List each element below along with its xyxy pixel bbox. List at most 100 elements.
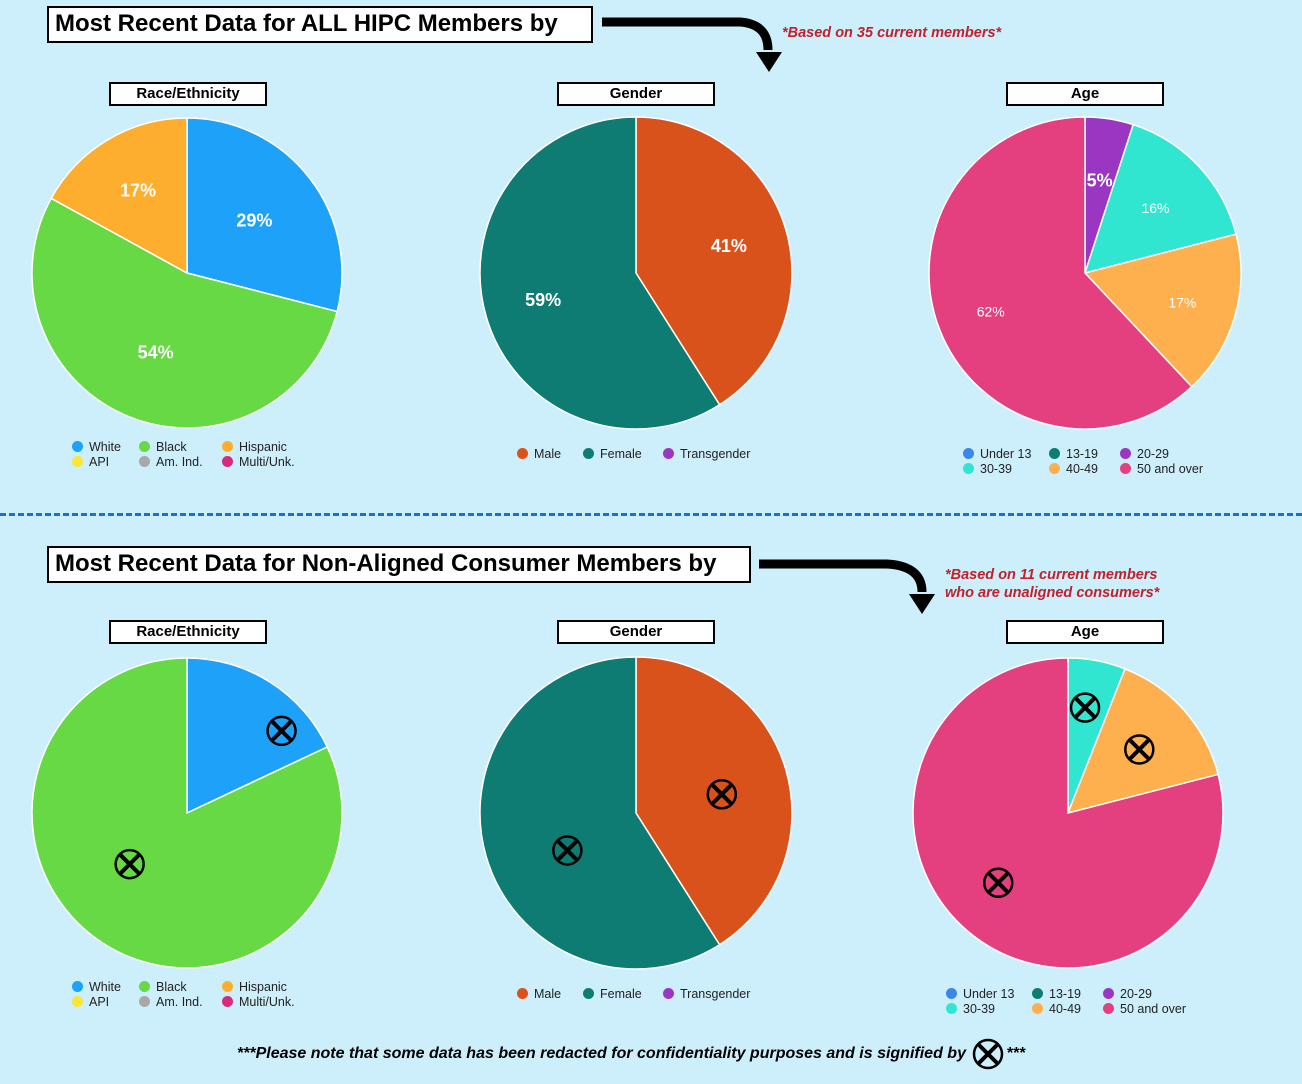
data-label-female: 59% <box>525 290 561 310</box>
section-title-all-members: Most Recent Data for ALL HIPC Members by <box>47 6 593 43</box>
footnote-end: *** <box>1006 1045 1026 1063</box>
redacted-icon-ring <box>706 779 738 810</box>
section-divider <box>0 513 1302 516</box>
data-label-30-39: 16% <box>1141 200 1169 216</box>
legend-item-50-and-over: 50 and over <box>1103 1002 1186 1016</box>
legend-item-api: API <box>72 995 109 1009</box>
legend-label: Hispanic <box>239 440 287 454</box>
legend-item-am-ind: Am. Ind. <box>139 995 203 1009</box>
legend-item-am-ind: Am. Ind. <box>139 455 203 469</box>
legend-item-20-29: 20-29 <box>1103 987 1152 1001</box>
redacted-icon-stroke <box>119 853 141 875</box>
pie-slice-female <box>479 116 721 430</box>
legend-label: 50 and over <box>1137 462 1204 476</box>
legend-item-female: Female <box>583 447 642 461</box>
legend-item-20-29: 20-29 <box>1120 447 1169 461</box>
legend-swatch <box>222 981 233 992</box>
legend-swatch <box>222 996 233 1007</box>
legend-swatch <box>72 996 83 1007</box>
data-label-50-and-over: 62% <box>977 303 1005 319</box>
legend-label: Under 13 <box>980 447 1032 461</box>
redacted-icon <box>114 848 145 880</box>
legend-swatch <box>517 448 528 459</box>
arrow-icon <box>759 559 935 614</box>
redacted-icon-stroke <box>271 720 292 742</box>
legend-label: White <box>89 440 121 454</box>
legend-label: Female <box>600 987 642 1001</box>
legend-item-13-19: 13-19 <box>1032 987 1081 1001</box>
legend-label: 50 and over <box>1120 1002 1187 1016</box>
redacted-icon-stroke <box>987 872 1009 894</box>
legend-label: 13-19 <box>1066 447 1098 461</box>
data-label-white: 29% <box>236 211 272 231</box>
legend-item-30-39: 30-39 <box>963 462 1012 476</box>
data-label-male: 41% <box>711 236 747 256</box>
legend-label: Multi/Unk. <box>239 995 295 1009</box>
legend-item-white: White <box>72 440 121 454</box>
legend-item-30-39: 30-39 <box>946 1002 995 1016</box>
legend-label: Black <box>156 440 187 454</box>
legend-swatch <box>72 981 83 992</box>
redacted-icon-ring <box>552 835 583 866</box>
legend-label: 40-49 <box>1049 1002 1081 1016</box>
pie-slice-40-49 <box>1066 667 1220 815</box>
legend-label: Hispanic <box>239 980 287 994</box>
legend-swatch <box>663 988 674 999</box>
legend-item-api: API <box>72 455 109 469</box>
chart-title-race-non-aligned: Race/Ethnicity <box>109 620 267 644</box>
redacted-icon <box>552 835 583 866</box>
arrow-icon <box>602 17 782 72</box>
legend-label: Male <box>534 987 562 1001</box>
redacted-icon-ring <box>114 848 145 880</box>
redacted-icon-stroke <box>711 783 733 805</box>
pie-slice-white <box>186 117 343 313</box>
redacted-icon <box>1124 734 1155 765</box>
legend-label: Multi/Unk. <box>239 455 295 469</box>
section-title-non-aligned: Most Recent Data for Non-Aligned Consume… <box>47 546 751 583</box>
legend-swatch <box>1103 988 1114 999</box>
pie-slice-female <box>479 656 721 970</box>
redacted-icon <box>706 779 738 810</box>
legend-swatch <box>963 448 974 459</box>
legend-label: 13-19 <box>1049 987 1081 1001</box>
legend-label: API <box>89 455 110 469</box>
legend-label: Under 13 <box>963 987 1015 1001</box>
legend-label: 30-39 <box>980 462 1012 476</box>
legend-item-50-and-over: 50 and over <box>1120 462 1203 476</box>
legend-swatch <box>946 988 957 999</box>
data-label-40-49: 17% <box>1168 294 1196 310</box>
legend-swatch <box>139 996 150 1007</box>
legend-item-40-49: 40-49 <box>1032 1002 1081 1016</box>
legend-item-black: Black <box>139 980 187 994</box>
legend-label: 20-29 <box>1137 447 1169 461</box>
chart-title-gender-non-aligned: Gender <box>557 620 715 644</box>
legend-item-under-13: Under 13 <box>963 447 1031 461</box>
legend-item-black: Black <box>139 440 187 454</box>
legend-swatch <box>1049 463 1060 474</box>
legend-item-multi-unk: Multi/Unk. <box>222 455 295 469</box>
legend-item-transgender: Transgender <box>663 987 750 1001</box>
pie-slice-black <box>31 657 343 969</box>
legend-label: Transgender <box>680 987 751 1001</box>
redacted-icon <box>266 715 297 747</box>
legend-label: Am. Ind. <box>156 995 203 1009</box>
legend-swatch <box>583 988 594 999</box>
legend-swatch <box>72 441 83 452</box>
legend-item-transgender: Transgender <box>663 447 750 461</box>
legend-item-hispanic: Hispanic <box>222 440 287 454</box>
legend-label: Transgender <box>680 447 751 461</box>
legend-item-multi-unk: Multi/Unk. <box>222 995 295 1009</box>
pie-slice-white <box>186 657 329 815</box>
chart-title-race-all: Race/Ethnicity <box>109 82 267 106</box>
pie-slice-black <box>31 197 339 429</box>
data-label-hispanic: 17% <box>120 180 156 200</box>
legend-swatch <box>946 1003 957 1014</box>
legend-label: Black <box>156 980 187 994</box>
legend-swatch <box>1120 448 1131 459</box>
data-label-black: 54% <box>138 342 174 362</box>
legend-swatch <box>663 448 674 459</box>
legend-label: White <box>89 980 121 994</box>
pie-slice-40-49 <box>1083 233 1242 388</box>
redacted-icon-ring <box>1124 734 1155 765</box>
